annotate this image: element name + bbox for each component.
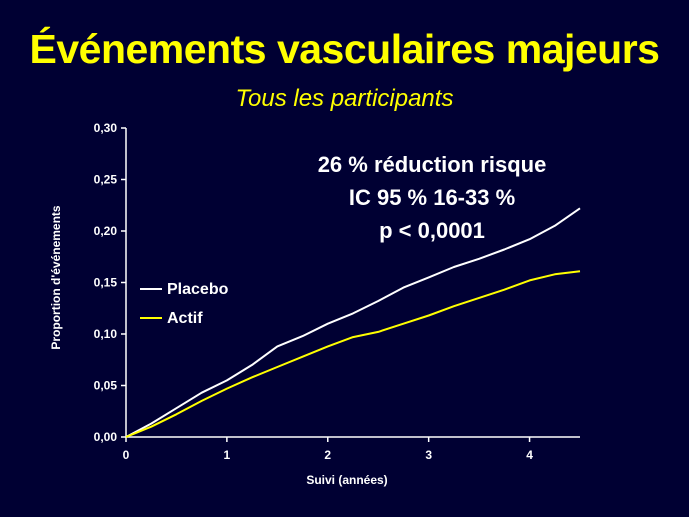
slide-subtitle: Tous les participants [235, 85, 454, 112]
annotation: 26 % réduction risque IC 95 % 16-33 % p < … [318, 152, 547, 243]
y-tick-label: 0,00 [94, 430, 118, 444]
x-tick-label: 3 [425, 448, 432, 462]
y-tick-label: 0,05 [94, 379, 118, 393]
annotation-line: 26 % réduction risque [318, 152, 547, 177]
axes-layer: 0,00 0,05 0,10 0,15 0,20 0,25 0,30 0 1 2 3 4 Suivi (… [49, 121, 580, 487]
y-tick-label: 0,20 [94, 224, 118, 238]
legend-label-actif: Actif [167, 310, 203, 327]
slide-title: Événements vasculaires majeurs [29, 26, 661, 72]
legend: Placebo Actif [140, 281, 229, 327]
x-tick-label: 2 [324, 448, 331, 462]
annotation-line: p < 0,0001 [379, 218, 485, 243]
series-line-placebo [125, 207, 581, 438]
x-tick-label: 4 [526, 448, 533, 462]
y-axis-label: Proportion d'événements [49, 205, 63, 350]
y-tick-label: 0,30 [94, 121, 118, 135]
x-axis-label: Suivi (années) [306, 473, 387, 487]
x-tick-label: 0 [123, 448, 130, 462]
series-layer [125, 207, 581, 438]
x-tick-label: 1 [224, 448, 231, 462]
y-tick-label: 0,25 [94, 173, 118, 187]
legend-label-placebo: Placebo [167, 281, 229, 298]
y-tick-label: 0,10 [94, 327, 118, 341]
y-tick-label: 0,15 [94, 276, 118, 290]
series-line-actif [125, 270, 581, 438]
annotation-line: IC 95 % 16-33 % [349, 185, 515, 210]
